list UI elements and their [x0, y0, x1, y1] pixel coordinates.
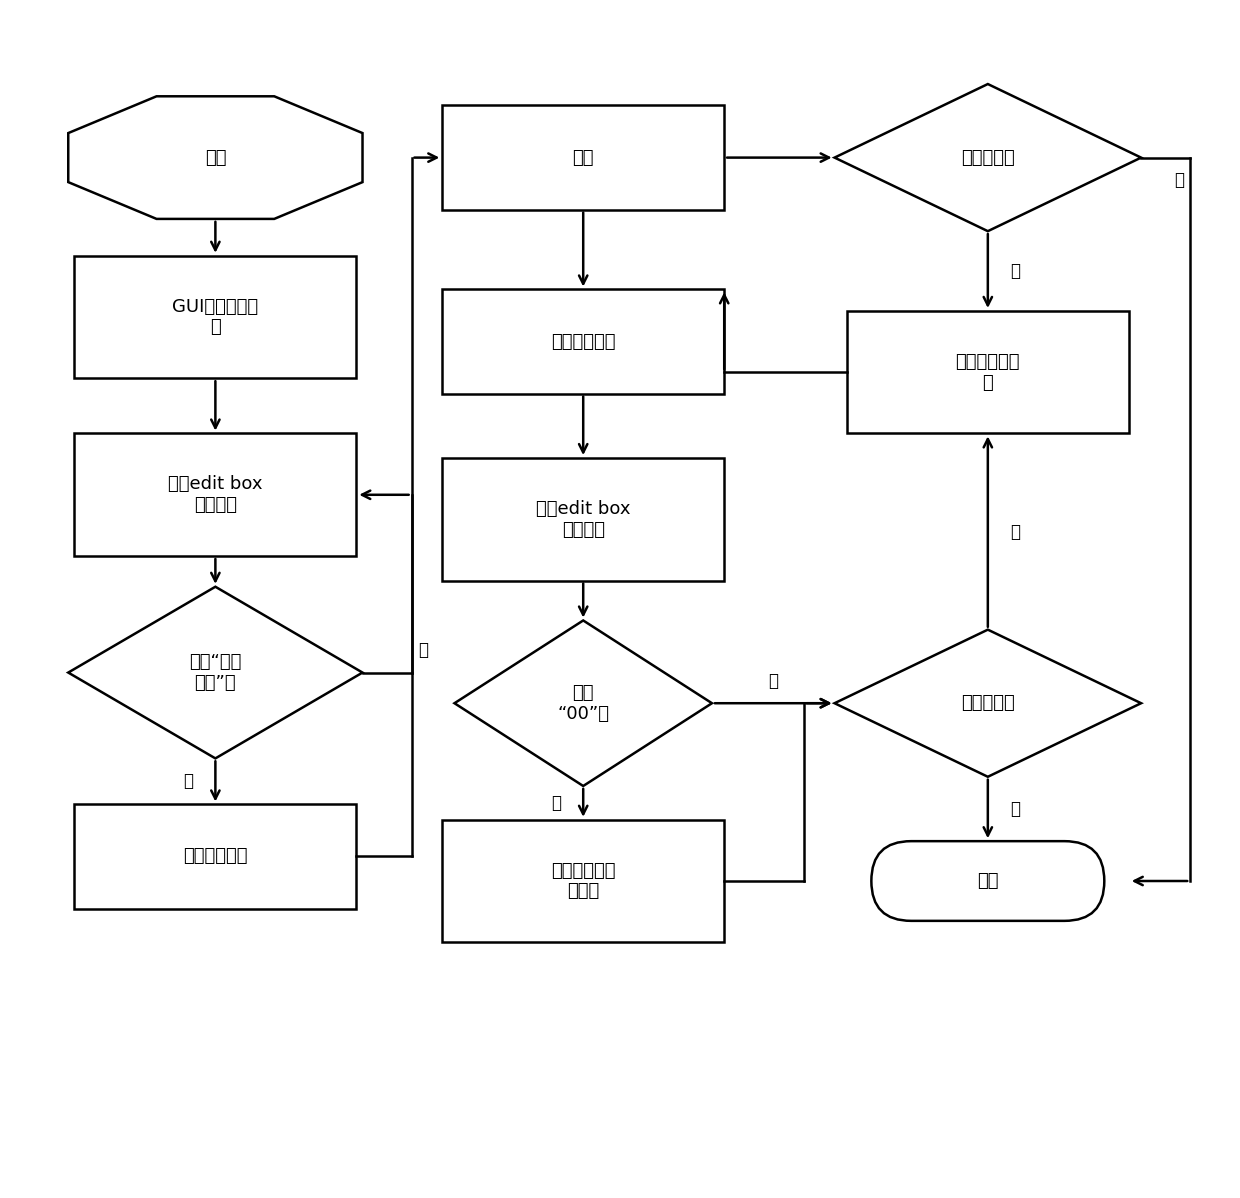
Text: 是: 是	[769, 672, 779, 690]
Text: 延时: 延时	[573, 149, 594, 167]
Text: 等于
“00”？: 等于 “00”？	[557, 684, 609, 722]
Text: 读取edit box
组件的値: 读取edit box 组件的値	[169, 476, 263, 514]
FancyBboxPatch shape	[443, 290, 724, 394]
FancyBboxPatch shape	[872, 841, 1105, 921]
Polygon shape	[68, 587, 362, 758]
Text: 剩下指令？: 剩下指令？	[961, 149, 1014, 167]
FancyBboxPatch shape	[443, 458, 724, 581]
Text: 发送下一条指
令: 发送下一条指 令	[956, 352, 1021, 392]
Text: 记录上一条配
置指令: 记录上一条配 置指令	[551, 861, 615, 901]
FancyBboxPatch shape	[443, 105, 724, 210]
FancyBboxPatch shape	[74, 434, 356, 556]
FancyBboxPatch shape	[74, 804, 356, 908]
Text: 发送测试指令: 发送测试指令	[551, 333, 615, 351]
Text: 发送配置指令: 发送配置指令	[184, 847, 248, 865]
FancyBboxPatch shape	[443, 819, 724, 943]
Text: 是: 是	[1009, 522, 1021, 540]
Polygon shape	[455, 621, 712, 786]
Polygon shape	[835, 84, 1141, 231]
Polygon shape	[68, 96, 362, 219]
Text: 否: 否	[551, 794, 562, 812]
Text: 否: 否	[418, 641, 428, 659]
FancyBboxPatch shape	[847, 310, 1128, 434]
Text: 是: 是	[184, 773, 193, 791]
FancyBboxPatch shape	[74, 255, 356, 379]
Text: 结束: 结束	[977, 872, 998, 890]
Text: GUI各组件初始
化: GUI各组件初始 化	[172, 297, 258, 337]
Text: 开始: 开始	[205, 149, 226, 167]
Text: 读取edit box
组件的値: 读取edit box 组件的値	[536, 500, 630, 539]
Polygon shape	[835, 630, 1141, 776]
Text: 等于“测试
开始”？: 等于“测试 开始”？	[190, 653, 242, 692]
Text: 剩下指令？: 剩下指令？	[961, 694, 1014, 713]
Text: 否: 否	[1174, 170, 1184, 188]
Text: 否: 否	[1009, 800, 1021, 818]
Text: 是: 是	[1009, 262, 1021, 280]
